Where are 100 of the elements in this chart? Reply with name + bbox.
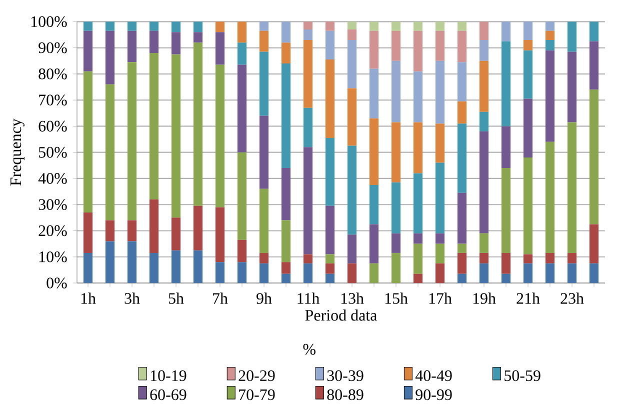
- bar: [501, 274, 511, 283]
- bar: [105, 241, 115, 283]
- bar: [171, 250, 181, 283]
- bar: [127, 22, 137, 31]
- bar: [435, 233, 445, 244]
- bar: [193, 42, 203, 206]
- bar: [545, 252, 555, 264]
- bar: [105, 30, 115, 84]
- legend-label: 40-49: [415, 370, 452, 382]
- bar: [281, 22, 291, 43]
- bar: [105, 84, 115, 220]
- bar: [325, 138, 335, 206]
- bar: [545, 263, 555, 283]
- bar: [83, 252, 93, 283]
- bar: [325, 206, 335, 254]
- bar: [413, 22, 423, 31]
- bar: [325, 30, 335, 60]
- bar: [259, 263, 269, 283]
- y-tick-label: 100%: [31, 16, 67, 28]
- bar: [325, 274, 335, 283]
- x-tick-label: 11h: [298, 292, 320, 304]
- bar: [479, 60, 489, 112]
- bar: [523, 98, 533, 158]
- bar: [215, 22, 225, 32]
- x-tick-label: 7h: [213, 292, 228, 304]
- bar: [479, 263, 489, 283]
- bar: [325, 60, 335, 138]
- bar: [281, 220, 291, 262]
- bar: [523, 158, 533, 254]
- bar: [303, 108, 313, 148]
- bar: [127, 241, 137, 283]
- bar: [369, 224, 379, 264]
- bar: [171, 22, 181, 32]
- bar: [523, 22, 533, 40]
- bar: [215, 32, 225, 65]
- bar: [259, 116, 269, 189]
- legend-label: 10-19: [150, 370, 186, 382]
- bar: [523, 263, 533, 283]
- bar: [457, 274, 467, 283]
- bar: [237, 22, 247, 43]
- bar: [303, 254, 313, 264]
- bar: [589, 224, 599, 264]
- bar: [237, 262, 247, 283]
- bar: [589, 90, 599, 224]
- y-axis-title: Frequency: [10, 118, 24, 186]
- bar: [457, 30, 467, 62]
- bar: [457, 244, 467, 253]
- bar: [589, 41, 599, 90]
- bar: [369, 185, 379, 224]
- bar: [545, 142, 555, 253]
- bar: [435, 124, 445, 163]
- legend-label: 30-39: [327, 370, 364, 382]
- bar: [369, 118, 379, 185]
- bar: [457, 192, 467, 244]
- bar: [457, 252, 467, 274]
- y-tick-label: 40%: [38, 173, 67, 184]
- bar: [457, 101, 467, 124]
- bar: [193, 250, 203, 283]
- bar: [281, 168, 291, 220]
- bar: [171, 54, 181, 218]
- bar: [347, 234, 357, 264]
- x-tick-label: 23h: [560, 292, 584, 304]
- bar: [237, 240, 247, 262]
- bar: [171, 32, 181, 54]
- bar: [193, 206, 203, 250]
- bar: [545, 22, 555, 31]
- bar: [369, 22, 379, 31]
- bar: [523, 50, 533, 99]
- bar: [413, 173, 423, 234]
- legend-label: 50-59: [504, 370, 540, 382]
- x-tick-label: 5h: [168, 292, 184, 304]
- legend-label: 90-99: [416, 389, 452, 400]
- y-tick-label: 20%: [38, 225, 67, 236]
- bar: [105, 22, 115, 31]
- bar: [149, 199, 159, 253]
- bar: [259, 188, 269, 253]
- bar: [413, 233, 423, 244]
- bar: [435, 162, 445, 234]
- bar: [281, 274, 291, 283]
- bar: [369, 263, 379, 283]
- bar: [281, 262, 291, 274]
- bar: [83, 30, 93, 72]
- x-tick-label: 3h: [124, 292, 140, 304]
- bar: [545, 50, 555, 142]
- bar: [193, 32, 203, 43]
- bar: [391, 233, 401, 253]
- x-tick-label: 21h: [516, 292, 540, 304]
- bar: [259, 22, 269, 31]
- bar: [259, 30, 269, 52]
- bar: [325, 22, 335, 31]
- bar: [369, 68, 379, 118]
- bar: [567, 52, 577, 122]
- bar: [83, 212, 93, 253]
- bar: [501, 252, 511, 274]
- bar: [303, 40, 313, 108]
- bar: [325, 263, 335, 274]
- bar: [435, 30, 445, 61]
- bar: [435, 263, 445, 283]
- legend-label: 20-29: [238, 370, 275, 382]
- bar: [325, 254, 335, 264]
